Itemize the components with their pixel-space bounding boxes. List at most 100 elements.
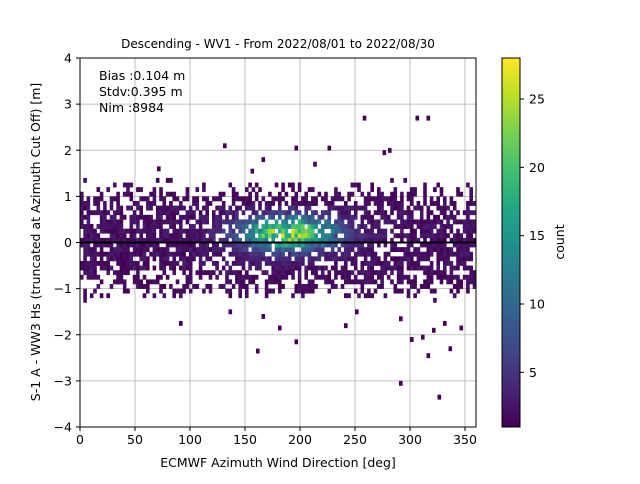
heatmap-cell: [287, 233, 292, 239]
heatmap-cell: [106, 242, 110, 248]
y-tick-label: 1: [64, 189, 72, 204]
heatmap-cell: [390, 177, 394, 183]
heatmap-cell: [390, 191, 394, 197]
heatmap-cell: [353, 279, 358, 285]
heatmap-cell: [459, 191, 464, 197]
heatmap-cell: [436, 200, 440, 206]
heatmap-cell: [221, 191, 226, 197]
heatmap-cell: [423, 251, 427, 257]
heatmap-cell: [449, 288, 454, 294]
heatmap-cell: [406, 265, 411, 271]
heatmap-cell: [212, 251, 216, 257]
heatmap-cell: [231, 196, 236, 202]
heatmap-cell: [126, 182, 130, 188]
heatmap-cell: [443, 247, 447, 253]
heatmap-cell: [410, 284, 414, 289]
heatmap-cell: [225, 237, 229, 243]
heatmap-cell: [261, 251, 266, 257]
heatmap-cell: [248, 214, 252, 220]
heatmap-cell: [443, 251, 447, 257]
heatmap-cell: [208, 233, 213, 239]
heatmap-cell: [393, 284, 398, 289]
heatmap-cell: [469, 219, 473, 225]
heatmap-cell: [337, 191, 341, 197]
heatmap-cell: [268, 233, 272, 239]
heatmap-cell: [416, 200, 421, 206]
heatmap-cell: [360, 260, 365, 266]
heatmap-cell: [254, 182, 259, 188]
heatmap-cell: [96, 224, 101, 229]
heatmap-cell: [462, 237, 467, 243]
heatmap-cell: [228, 210, 233, 216]
heatmap-cell: [93, 196, 97, 202]
heatmap-cell: [449, 270, 454, 276]
heatmap-cell: [228, 293, 233, 299]
heatmap-cell: [129, 191, 134, 197]
heatmap-outlier-cell: [261, 157, 266, 163]
heatmap-cell: [406, 224, 411, 229]
heatmap-cell: [353, 260, 358, 266]
heatmap-cell: [99, 247, 104, 253]
heatmap-cell: [297, 237, 302, 243]
heatmap-cell: [330, 279, 335, 285]
heatmap-cell: [433, 242, 437, 248]
heatmap-cell: [456, 247, 460, 253]
heatmap-cell: [380, 228, 384, 234]
heatmap-cell: [403, 233, 407, 239]
heatmap-cell: [205, 200, 209, 206]
heatmap-cell: [297, 242, 302, 248]
heatmap-cell: [254, 251, 259, 257]
heatmap-cell: [380, 237, 384, 243]
heatmap-cell: [109, 247, 114, 253]
heatmap-cell: [327, 200, 332, 206]
heatmap-cell: [188, 251, 193, 257]
heatmap-cell: [400, 256, 404, 262]
heatmap-cell: [350, 260, 355, 266]
heatmap-cell: [304, 210, 308, 216]
heatmap-cell: [446, 247, 450, 253]
heatmap-cell: [162, 293, 167, 299]
heatmap-cell: [169, 219, 173, 225]
heatmap-cell: [334, 191, 338, 197]
heatmap-cell: [116, 270, 120, 276]
heatmap-cell: [406, 256, 411, 262]
heatmap-cell: [122, 237, 127, 243]
heatmap-cell: [96, 200, 101, 206]
heatmap-cell: [396, 233, 401, 239]
heatmap-cell: [380, 279, 384, 285]
heatmap-cell: [231, 191, 236, 197]
heatmap-cell: [311, 210, 315, 216]
heatmap-cell: [93, 274, 97, 280]
heatmap-cell: [179, 288, 183, 294]
heatmap-cell: [462, 228, 467, 234]
heatmap-cell: [195, 219, 200, 225]
heatmap-cell: [195, 270, 200, 276]
heatmap-cell: [182, 256, 186, 262]
heatmap-cell: [337, 256, 341, 262]
heatmap-cell: [175, 210, 180, 216]
heatmap-cell: [284, 200, 289, 206]
heatmap-cell: [347, 242, 351, 248]
heatmap-cell: [89, 270, 94, 276]
heatmap-cell: [215, 247, 219, 253]
heatmap-cell: [281, 237, 285, 243]
heatmap-cell: [106, 237, 110, 243]
heatmap-cell: [334, 274, 338, 280]
heatmap-cell: [393, 242, 398, 248]
heatmap-cell: [386, 200, 391, 206]
heatmap-cell: [334, 256, 338, 262]
heatmap-cell: [169, 210, 173, 216]
heatmap-cell: [106, 228, 110, 234]
heatmap-cell: [136, 274, 140, 280]
heatmap-cell: [357, 224, 361, 229]
heatmap-cell: [251, 233, 256, 239]
heatmap-cell: [396, 274, 401, 280]
heatmap-cell: [231, 251, 236, 257]
heatmap-cell: [231, 187, 236, 193]
heatmap-cell: [126, 256, 130, 262]
heatmap-cell: [228, 228, 233, 234]
heatmap-cell: [380, 200, 384, 206]
heatmap-cell: [169, 214, 173, 220]
heatmap-cell: [330, 251, 335, 257]
heatmap-cell: [169, 205, 173, 211]
